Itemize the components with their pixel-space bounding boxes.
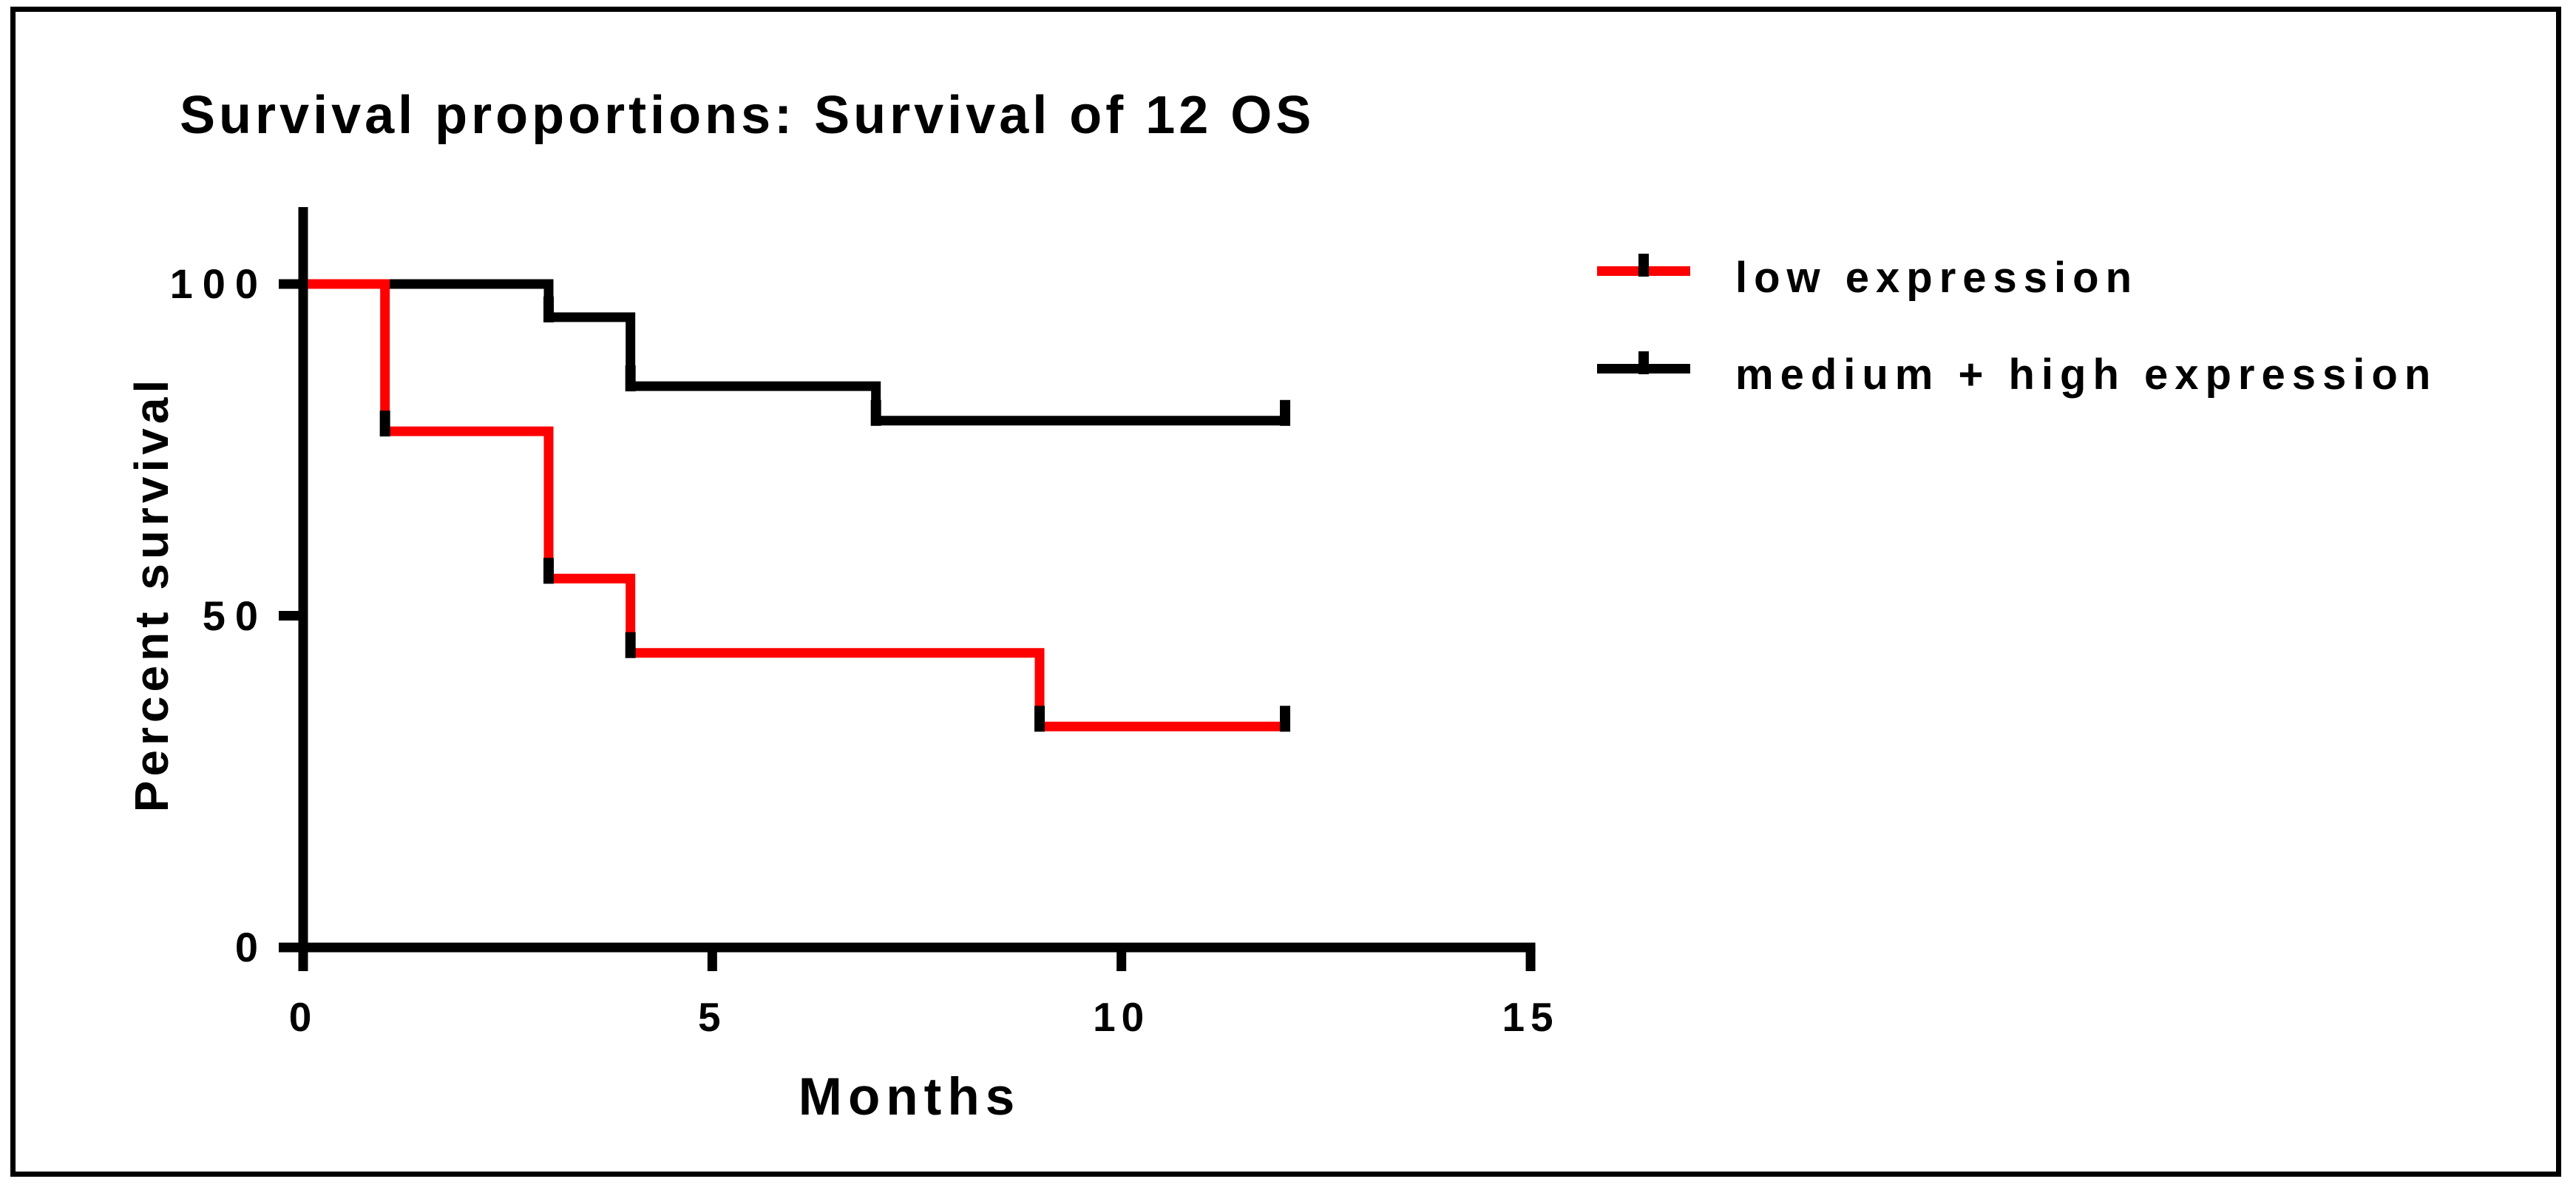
legend-label: medium + high expression bbox=[1735, 351, 2438, 399]
x-tick-label: 15 bbox=[1502, 994, 1559, 1040]
y-axis-title: Percent survival bbox=[125, 375, 178, 813]
y-tick-label: 50 bbox=[202, 592, 268, 639]
x-tick-label: 10 bbox=[1093, 994, 1150, 1040]
censor-tick bbox=[379, 410, 390, 437]
chart-title: Survival proportions: Survival of 12 OS bbox=[180, 86, 1315, 145]
censor-tick bbox=[625, 632, 636, 658]
censor-tick bbox=[543, 558, 555, 584]
censor-tick bbox=[1280, 399, 1291, 426]
legend-label: low expression bbox=[1735, 254, 2139, 302]
survival-curve-medium-high-expression bbox=[303, 279, 1286, 426]
x-tick-label: 5 bbox=[698, 994, 727, 1040]
censor-tick bbox=[543, 296, 555, 322]
censor-tick bbox=[1280, 706, 1291, 732]
censor-tick bbox=[870, 399, 881, 426]
y-tick-label: 0 bbox=[234, 924, 268, 970]
x-axis-title: Months bbox=[798, 1068, 1021, 1126]
survival-curve-low-expression bbox=[303, 279, 1286, 731]
censor-tick-icon bbox=[1638, 254, 1649, 277]
x-tick-label: 0 bbox=[288, 994, 318, 1040]
censor-tick-icon bbox=[1638, 351, 1649, 374]
censor-tick bbox=[625, 365, 636, 392]
y-tick-label: 100 bbox=[169, 260, 268, 307]
censor-tick bbox=[1034, 706, 1045, 732]
figure-border bbox=[10, 7, 2561, 1177]
